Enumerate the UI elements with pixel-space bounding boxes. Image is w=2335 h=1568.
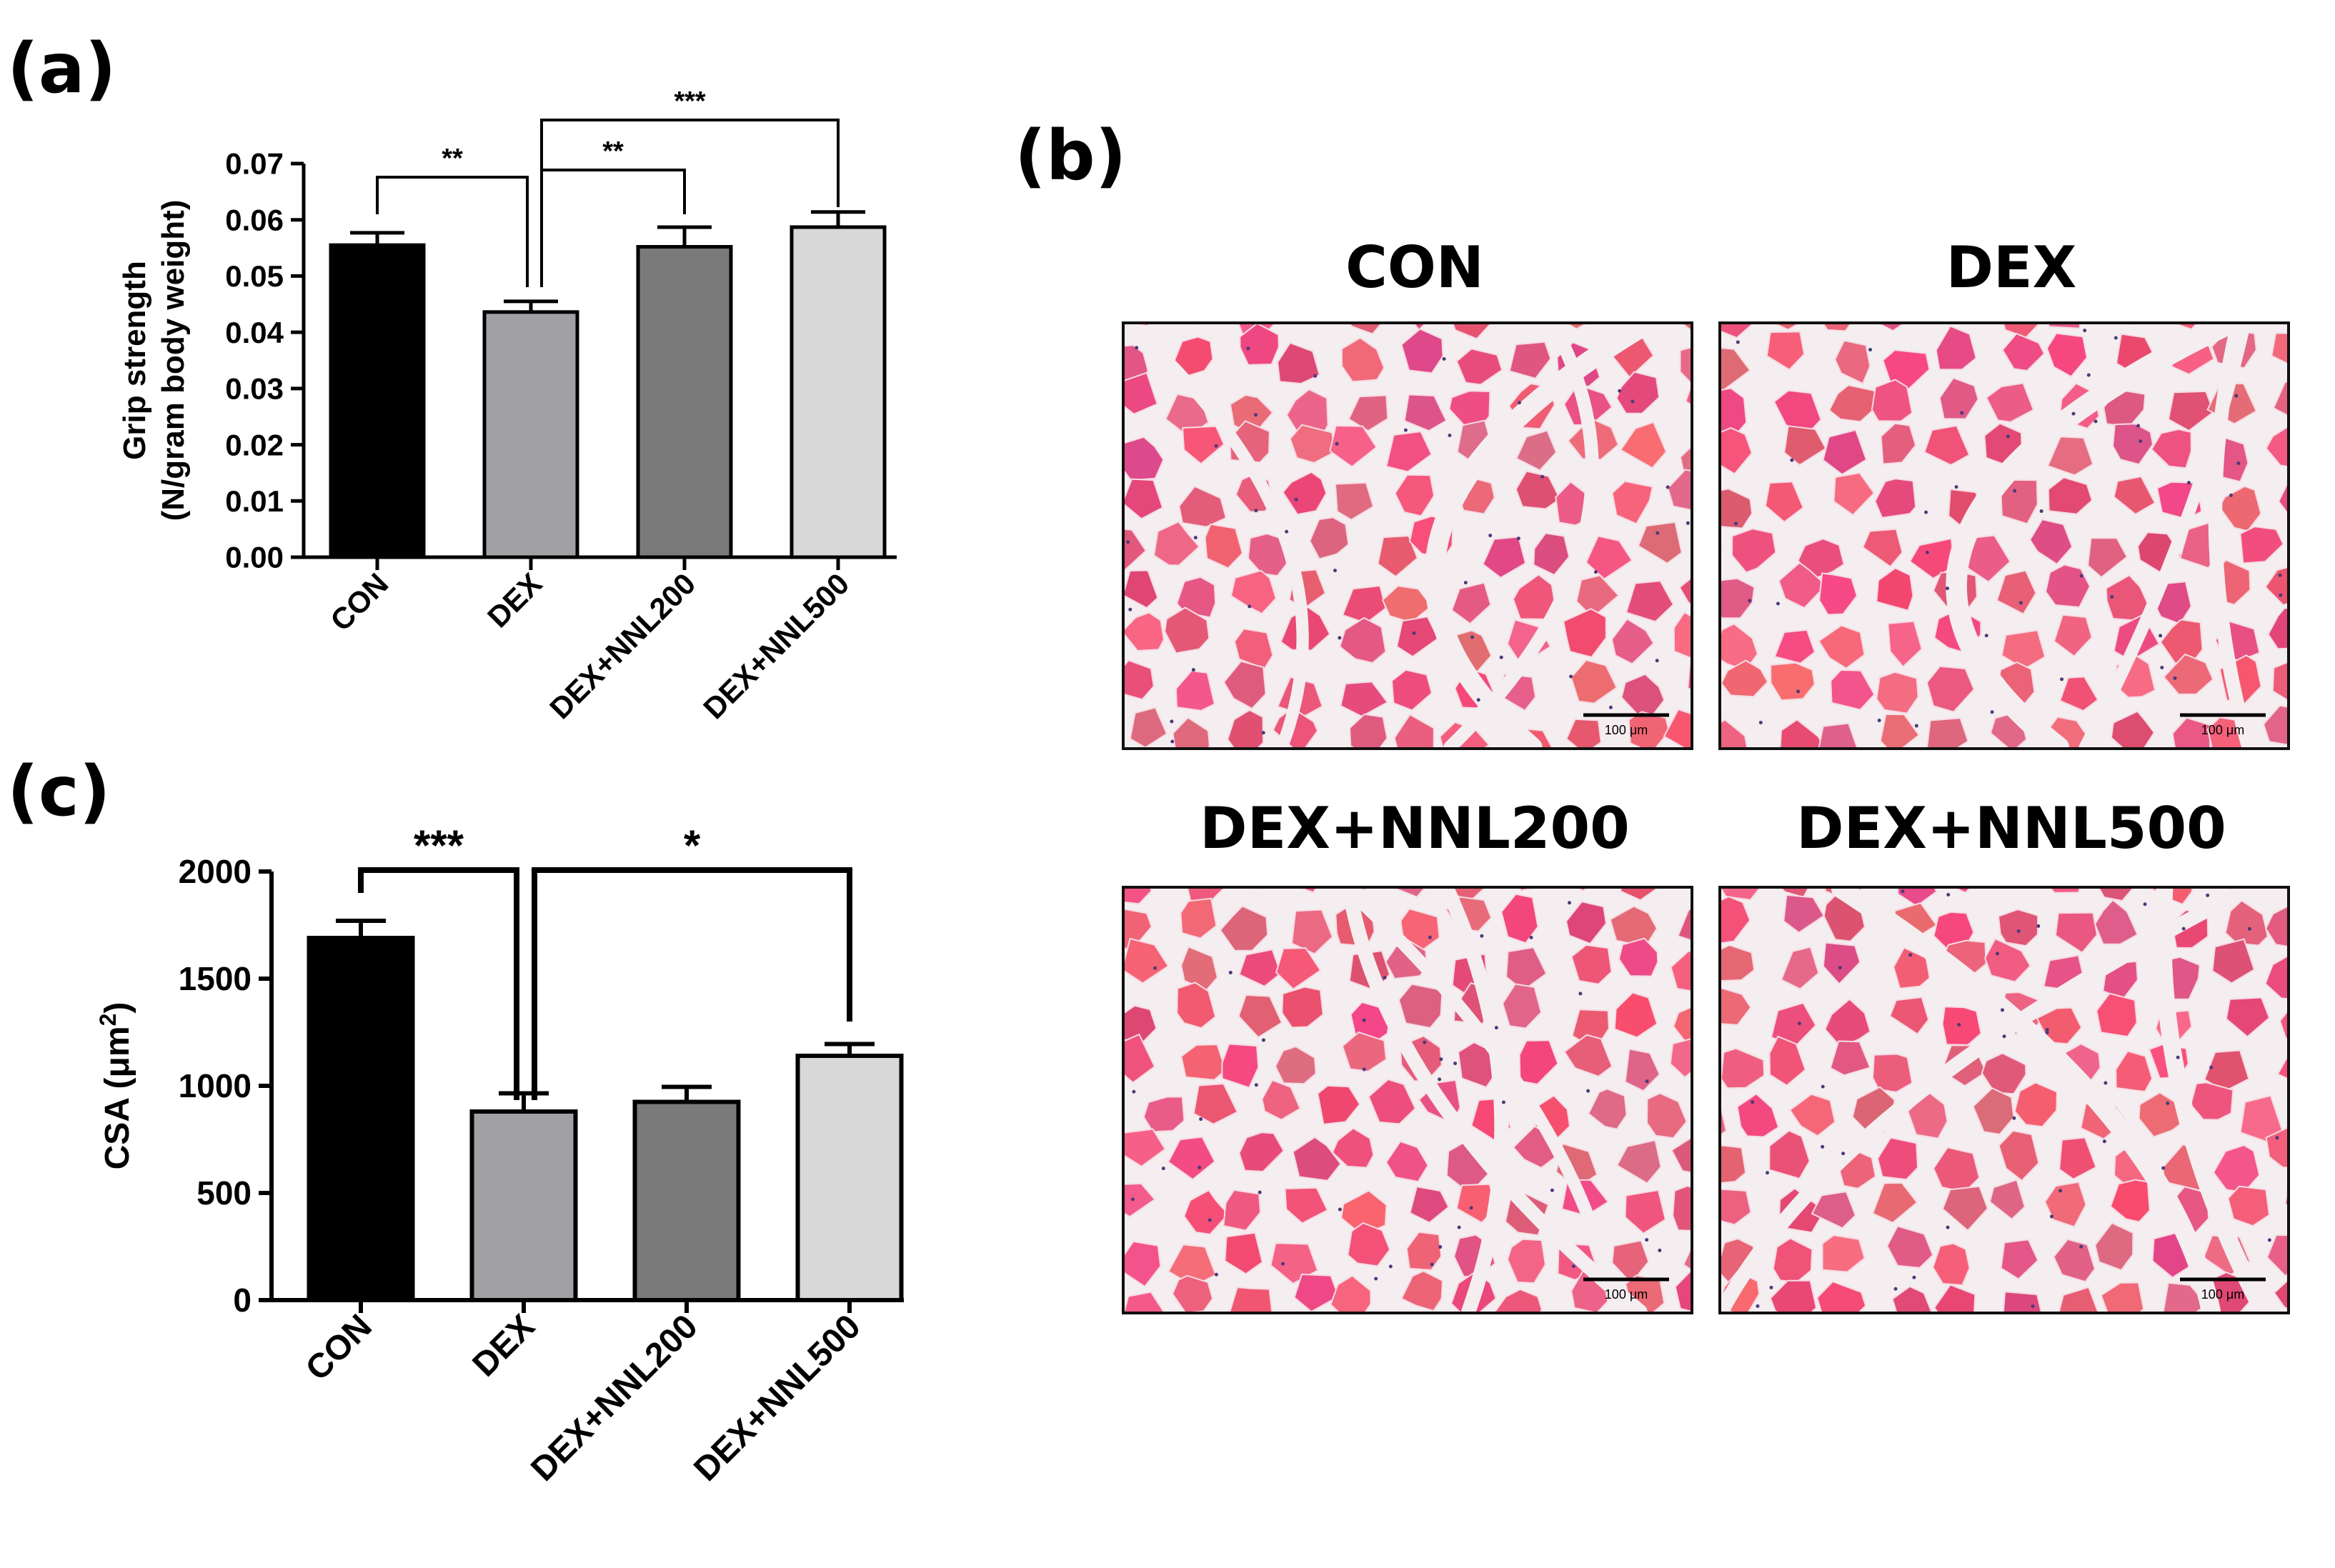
histology-image-dex-nnl500: 100 μm [1718,886,2290,1314]
y-tick-label: 0.06 [225,203,284,236]
x-category-label: DEX+NNL200 [543,566,702,725]
significance-label: *** [674,86,706,116]
histology-title-dex: DEX [1946,234,2077,301]
bar-dex-nnl200 [636,244,733,559]
histology-title-dex-nnl500: DEX+NNL500 [1796,795,2226,862]
y-tick-label: 500 [196,1174,252,1212]
y-tick-label: 2000 [179,853,252,890]
x-category-label: DEX+NNL500 [697,566,855,725]
bar-dex-nnl500 [795,1054,904,1302]
x-category-label: DEX [466,1307,542,1384]
y-tick-label: 0.04 [225,316,284,349]
histology-image-dex: 100 μm [1718,321,2290,750]
x-category-label: DEX+NNL500 [687,1307,867,1488]
y-tick-label: 0.05 [225,259,284,293]
y-axis-title-line: Grip strength [117,261,152,460]
y-tick-label: 1500 [179,960,252,997]
x-category-label: DEX+NNL200 [524,1307,705,1488]
significance-bracket [376,176,529,287]
panel-label-c: (c) [7,751,111,832]
bar-dex-nnl500 [790,225,887,559]
scale-bar-label: 100 μm [1605,723,1648,737]
panel-label-a: (a) [7,29,116,109]
y-axis-title: Grip strength (N/gram body weight) [117,200,191,521]
csa-bar-chart: 0 500 1000 1500 2000 CON DEXDEX+NNL200DEX+NNL5… [95,822,904,1489]
x-category-label: CON [299,1307,379,1388]
histology-title-con: CON [1345,234,1484,301]
significance-label: * [684,822,701,869]
x-category-label: CON [324,566,394,637]
bar-con [307,936,415,1302]
x-category-label: DEX [481,566,548,634]
y-tick-label: 0.07 [225,147,284,181]
y-axis-title-line: (N/gram body weight) [156,200,191,521]
scale-bar-label: 100 μm [2201,723,2244,737]
y-tick-label: 0 [233,1282,252,1319]
significance-label: ** [442,144,463,174]
y-tick-label: 0.01 [225,484,284,518]
scale-bar-label: 100 μm [1605,1287,1648,1302]
significance-label: ** [602,136,624,166]
significance-label: *** [414,822,464,869]
histology-title-dex-nnl200: DEX+NNL200 [1200,795,1630,862]
panel-label-b: (b) [1015,116,1127,196]
y-tick-label: 1000 [179,1067,252,1104]
y-tick-label: 0.00 [225,541,284,574]
significance-bracket [540,119,840,287]
bar-dex [469,1109,578,1302]
bar-con [329,243,426,559]
bar-dex [482,310,579,559]
bar-dex-nnl200 [632,1099,741,1302]
significance-bracket [532,867,852,1100]
histology-image-dex-nnl200: 100 μm [1122,886,1693,1314]
significance-bracket [358,867,519,1100]
histology-image-con: 100 μm [1122,321,1693,750]
y-tick-label: 0.03 [225,372,284,406]
y-axis-title: CSA (μm2) [95,1002,136,1170]
y-tick-label: 0.02 [225,428,284,461]
scale-bar-label: 100 μm [2201,1287,2244,1302]
